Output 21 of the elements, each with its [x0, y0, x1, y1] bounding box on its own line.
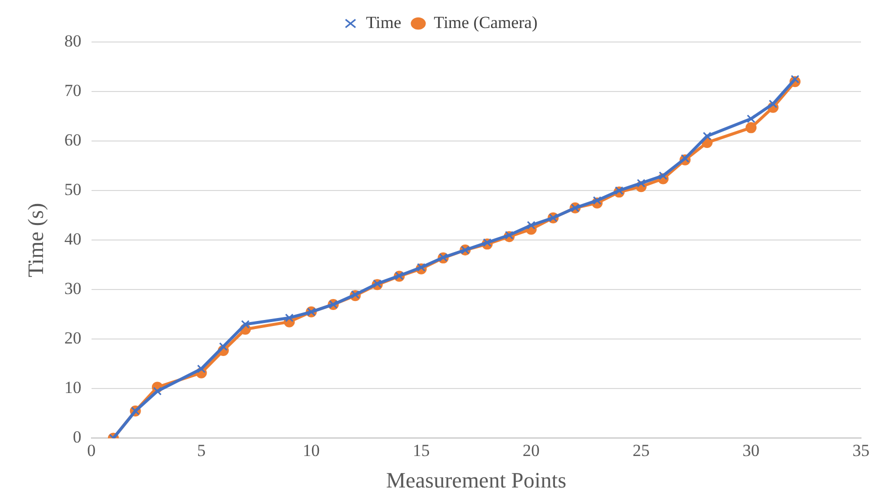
y-tick-label: 0 — [72, 428, 82, 447]
y-tick-label: 30 — [64, 279, 82, 298]
x-tick-label: 5 — [197, 440, 206, 460]
x-axis-title: Measurement Points — [386, 468, 566, 493]
x-tick-label: 35 — [852, 440, 870, 460]
x-tick-label: 30 — [742, 440, 760, 460]
y-tick-label: 70 — [64, 80, 82, 100]
x-tick-label: 10 — [302, 440, 320, 460]
y-tick-label: 20 — [64, 328, 82, 348]
y-tick-label: 10 — [64, 378, 82, 398]
x-tick-label: 0 — [87, 440, 96, 460]
x-tick-label: 25 — [632, 440, 650, 460]
y-tick-label: 40 — [64, 230, 82, 249]
y-tick-label: 80 — [64, 31, 82, 50]
y-axis-title: Time (s) — [22, 202, 48, 278]
x-tick-label: 20 — [522, 440, 540, 460]
y-tick-label: 60 — [64, 130, 82, 150]
x-tick-label: 15 — [412, 440, 430, 460]
legend-label: Time (Camera) — [434, 12, 538, 32]
legend-label: Time — [366, 12, 402, 32]
y-tick-label: 50 — [64, 180, 82, 200]
